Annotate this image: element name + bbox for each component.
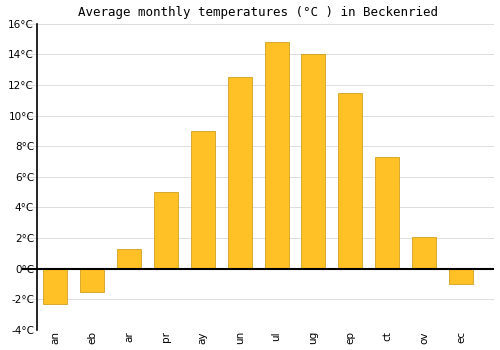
Bar — [154, 192, 178, 268]
Bar — [375, 157, 399, 268]
Bar — [302, 55, 326, 268]
Bar — [80, 268, 104, 292]
Bar — [191, 131, 215, 268]
Bar — [117, 249, 141, 268]
Bar — [412, 237, 436, 268]
Bar — [44, 268, 68, 304]
Bar — [264, 42, 288, 268]
Bar — [338, 93, 362, 268]
Bar — [228, 77, 252, 268]
Bar — [449, 268, 473, 284]
Title: Average monthly temperatures (°C ) in Beckenried: Average monthly temperatures (°C ) in Be… — [78, 6, 438, 19]
